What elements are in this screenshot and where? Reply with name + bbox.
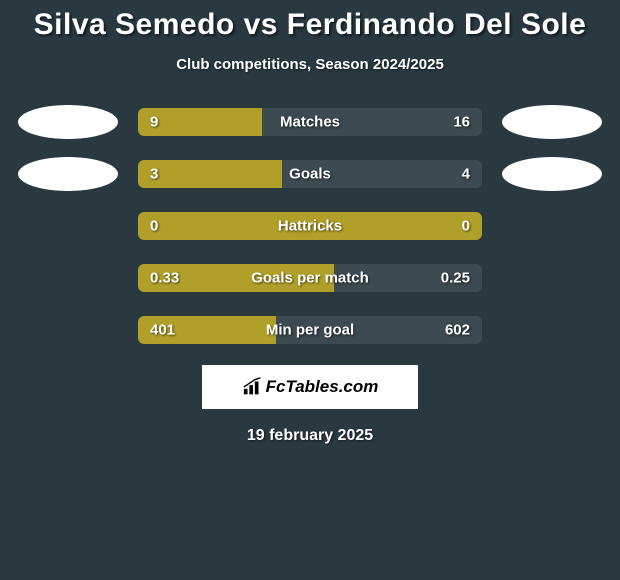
stat-value-right: 16 [453,114,470,131]
chart-icon [242,377,264,397]
stat-value-left: 9 [150,114,158,131]
date-label: 19 february 2025 [0,427,620,445]
stat-row: 0.33 0.25 Goals per match [0,261,620,295]
page-title: Silva Semedo vs Ferdinando Del Sole [0,8,620,42]
stat-label: Goals [289,166,331,183]
stat-bar: 0.33 0.25 Goals per match [138,264,482,292]
subtitle: Club competitions, Season 2024/2025 [0,56,620,73]
source-logo: FcTables.com [202,365,418,409]
stat-value-left: 401 [150,322,175,339]
logo-text: FcTables.com [266,377,379,397]
stat-value-right: 602 [445,322,470,339]
stat-value-right: 0.25 [441,270,470,287]
stat-bar: 0 0 Hattricks [138,212,482,240]
stat-bar-fill [138,160,282,188]
stat-value-right: 4 [462,166,470,183]
stat-value-left: 0 [150,218,158,235]
stat-row: 0 0 Hattricks [0,209,620,243]
stat-value-left: 0.33 [150,270,179,287]
stat-bar: 401 602 Min per goal [138,316,482,344]
stat-value-right: 0 [462,218,470,235]
stat-row: 401 602 Min per goal [0,313,620,347]
player-right-avatar [502,105,602,139]
stat-value-left: 3 [150,166,158,183]
player-right-avatar [502,157,602,191]
player-left-avatar [18,157,118,191]
stat-row: 3 4 Goals [0,157,620,191]
stat-label: Hattricks [278,218,342,235]
stat-label: Min per goal [266,322,354,339]
stat-bar: 9 16 Matches [138,108,482,136]
stat-rows: 9 16 Matches 3 4 Goals 0 0 Hattricks 0.33 0.25 Goal… [0,105,620,347]
player-left-avatar [18,105,118,139]
comparison-container: Silva Semedo vs Ferdinando Del Sole Club… [0,0,620,445]
stat-row: 9 16 Matches [0,105,620,139]
stat-bar: 3 4 Goals [138,160,482,188]
stat-label: Matches [280,114,340,131]
stat-label: Goals per match [251,270,369,287]
